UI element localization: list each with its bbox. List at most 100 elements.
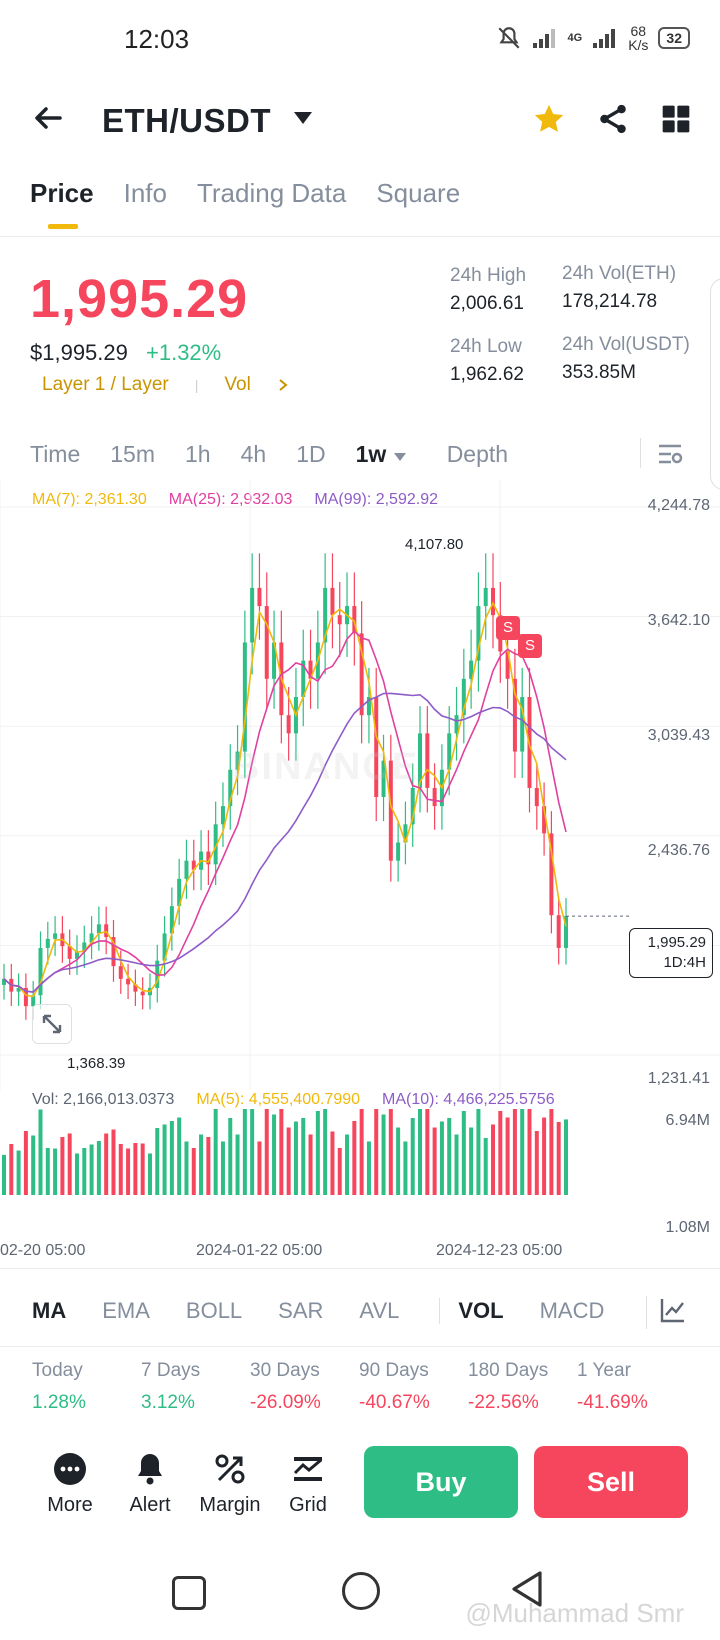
candle-body[interactable] (140, 991, 145, 996)
share-icon[interactable] (596, 102, 630, 136)
candle-body[interactable] (359, 633, 364, 716)
candle-body[interactable] (264, 606, 269, 679)
candle-body[interactable] (512, 678, 517, 752)
candle-body[interactable] (45, 938, 50, 948)
ind-avl[interactable]: AVL (359, 1298, 400, 1323)
candle-body[interactable] (228, 769, 233, 807)
candle-body[interactable] (177, 878, 182, 907)
candle-body[interactable] (220, 806, 225, 825)
alert-button[interactable]: Alert (115, 1450, 185, 1517)
tf-15m[interactable]: 15m (110, 441, 156, 467)
ind-sar[interactable]: SAR (278, 1298, 324, 1323)
candle-body[interactable] (162, 933, 167, 961)
candle-body[interactable] (169, 906, 174, 934)
candle-body[interactable] (242, 642, 247, 752)
candle-body[interactable] (2, 978, 6, 985)
ind-ema[interactable]: EMA (102, 1298, 150, 1323)
candle-body[interactable] (564, 916, 568, 948)
tab-price[interactable]: Price (30, 178, 94, 229)
candle-body[interactable] (418, 733, 423, 788)
candle-body[interactable] (337, 615, 342, 625)
candle-body[interactable] (31, 995, 36, 1007)
ind-ma[interactable]: MA (32, 1298, 67, 1323)
candle-body[interactable] (53, 933, 58, 939)
candle-body[interactable] (126, 978, 131, 985)
favorite-star-icon[interactable] (532, 102, 566, 136)
candle-body[interactable] (257, 587, 262, 607)
tf-1w[interactable]: 1w (356, 441, 407, 468)
candle-body[interactable] (366, 696, 371, 716)
candle-body[interactable] (374, 696, 379, 798)
candle-body[interactable] (396, 842, 401, 861)
tf-4h[interactable]: 4h (240, 441, 267, 467)
side-panel-edge[interactable] (710, 278, 720, 490)
nav-back-button[interactable] (510, 1570, 544, 1613)
candle-body[interactable] (191, 860, 196, 870)
candle-body[interactable] (67, 946, 72, 959)
candle-body[interactable] (133, 984, 138, 992)
candle-body[interactable] (104, 924, 109, 938)
candle-body[interactable] (301, 660, 306, 697)
candle-body[interactable] (206, 851, 211, 865)
candle-body[interactable] (410, 787, 415, 825)
candle-body[interactable] (323, 587, 328, 643)
sell-marker[interactable]: S (496, 616, 520, 640)
candle-body[interactable] (461, 678, 466, 716)
sell-marker-2[interactable]: S (518, 634, 542, 658)
candle-body[interactable] (286, 715, 291, 734)
ind-macd[interactable]: MACD (539, 1298, 605, 1323)
margin-button[interactable]: Margin (195, 1450, 265, 1517)
grid-button[interactable]: Grid (273, 1450, 343, 1517)
sell-button[interactable]: Sell (534, 1446, 688, 1518)
home-button[interactable] (342, 1572, 380, 1610)
candle-body[interactable] (469, 660, 474, 679)
recent-apps-button[interactable] (172, 1576, 206, 1610)
candle-body[interactable] (454, 715, 459, 734)
chevron-right-icon[interactable] (277, 378, 289, 392)
more-button[interactable]: More (35, 1450, 105, 1517)
candle-body[interactable] (483, 587, 488, 607)
candle-body[interactable] (250, 587, 255, 643)
candle-body[interactable] (352, 606, 357, 634)
chart-settings-icon[interactable] (656, 440, 684, 473)
candle-body[interactable] (425, 733, 430, 788)
candle-body[interactable] (476, 606, 481, 661)
vol-link[interactable]: Vol (224, 374, 251, 395)
tab-trading-data[interactable]: Trading Data (196, 178, 347, 208)
candle-body[interactable] (403, 824, 408, 843)
candle-body[interactable] (111, 937, 116, 967)
candlestick-chart[interactable] (0, 480, 720, 1195)
candle-body[interactable] (388, 760, 393, 861)
tab-square[interactable]: Square (376, 178, 461, 208)
ind-vol[interactable]: VOL (439, 1298, 504, 1324)
ind-boll[interactable]: BOLL (185, 1298, 243, 1323)
candle-body[interactable] (505, 651, 510, 679)
tf-1h[interactable]: 1h (185, 441, 211, 467)
candle-body[interactable] (520, 696, 525, 752)
expand-chart-button[interactable] (32, 1004, 72, 1044)
candle-body[interactable] (89, 933, 94, 943)
buy-button[interactable]: Buy (364, 1446, 518, 1518)
candle-body[interactable] (542, 806, 547, 834)
candle-body[interactable] (272, 642, 277, 679)
candle-body[interactable] (74, 951, 79, 959)
tf-1d[interactable]: 1D (296, 441, 326, 467)
pair-dropdown-icon[interactable] (292, 110, 314, 131)
category-tag[interactable]: Layer 1 / Layer (42, 374, 169, 395)
candle-body[interactable] (432, 787, 437, 807)
indicator-settings-icon[interactable] (646, 1296, 687, 1329)
candle-body[interactable] (82, 942, 87, 952)
candle-body[interactable] (213, 824, 218, 865)
candle-body[interactable] (556, 915, 561, 948)
candle-body[interactable] (38, 947, 43, 996)
tf-depth[interactable]: Depth (446, 441, 509, 467)
candle-body[interactable] (16, 987, 21, 992)
candle-body[interactable] (184, 860, 189, 879)
candle-body[interactable] (308, 660, 313, 679)
candle-body[interactable] (23, 987, 28, 1007)
back-button[interactable] (30, 100, 70, 140)
candle-body[interactable] (235, 751, 240, 770)
layout-grid-icon[interactable] (660, 103, 692, 135)
tf-time[interactable]: Time (30, 441, 81, 467)
tab-info[interactable]: Info (123, 178, 167, 208)
